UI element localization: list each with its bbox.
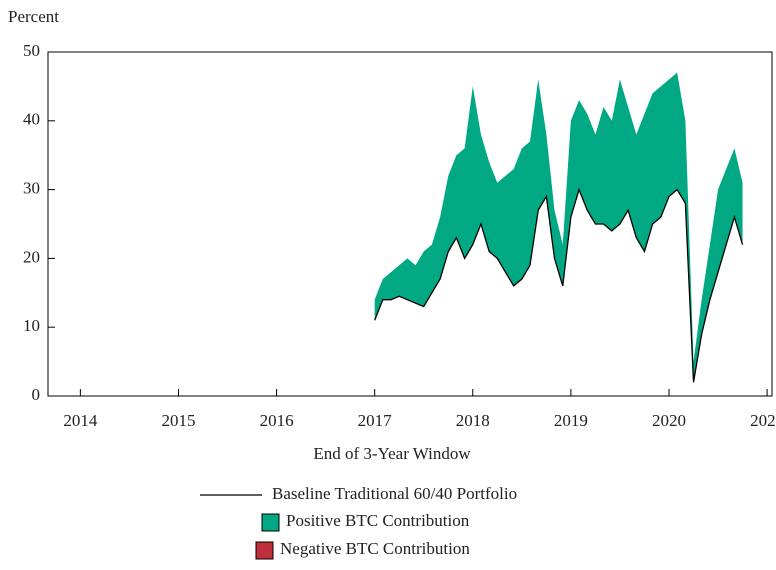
legend-label: Positive BTC Contribution xyxy=(286,511,470,530)
x-tick-label: 2017 xyxy=(358,411,393,430)
positive-area xyxy=(374,72,743,383)
y-axis-label: Percent xyxy=(8,7,59,26)
x-tick-label: 2014 xyxy=(63,411,98,430)
legend-swatch xyxy=(255,541,274,560)
y-tick-label: 50 xyxy=(23,41,40,60)
baseline-line xyxy=(374,187,744,383)
x-tick-label: 2015 xyxy=(161,411,195,430)
legend-label: Negative BTC Contribution xyxy=(280,539,470,558)
legend-swatch xyxy=(261,513,280,532)
x-tick-label: 2019 xyxy=(554,411,588,430)
x-tick-label: 2021 xyxy=(750,411,776,430)
x-tick-label: 2016 xyxy=(260,411,294,430)
y-tick-label: 20 xyxy=(23,247,40,266)
y-tick-label: 10 xyxy=(23,316,40,335)
x-tick-label: 2020 xyxy=(652,411,686,430)
x-axis-label: End of 3-Year Window xyxy=(313,444,471,463)
legend-label: Baseline Traditional 60/40 Portfolio xyxy=(272,484,517,503)
y-tick-label: 40 xyxy=(23,110,40,129)
y-tick-label: 30 xyxy=(23,179,40,198)
y-tick-label: 0 xyxy=(32,385,41,404)
plot-frame xyxy=(47,51,773,397)
x-tick-label: 2018 xyxy=(456,411,490,430)
